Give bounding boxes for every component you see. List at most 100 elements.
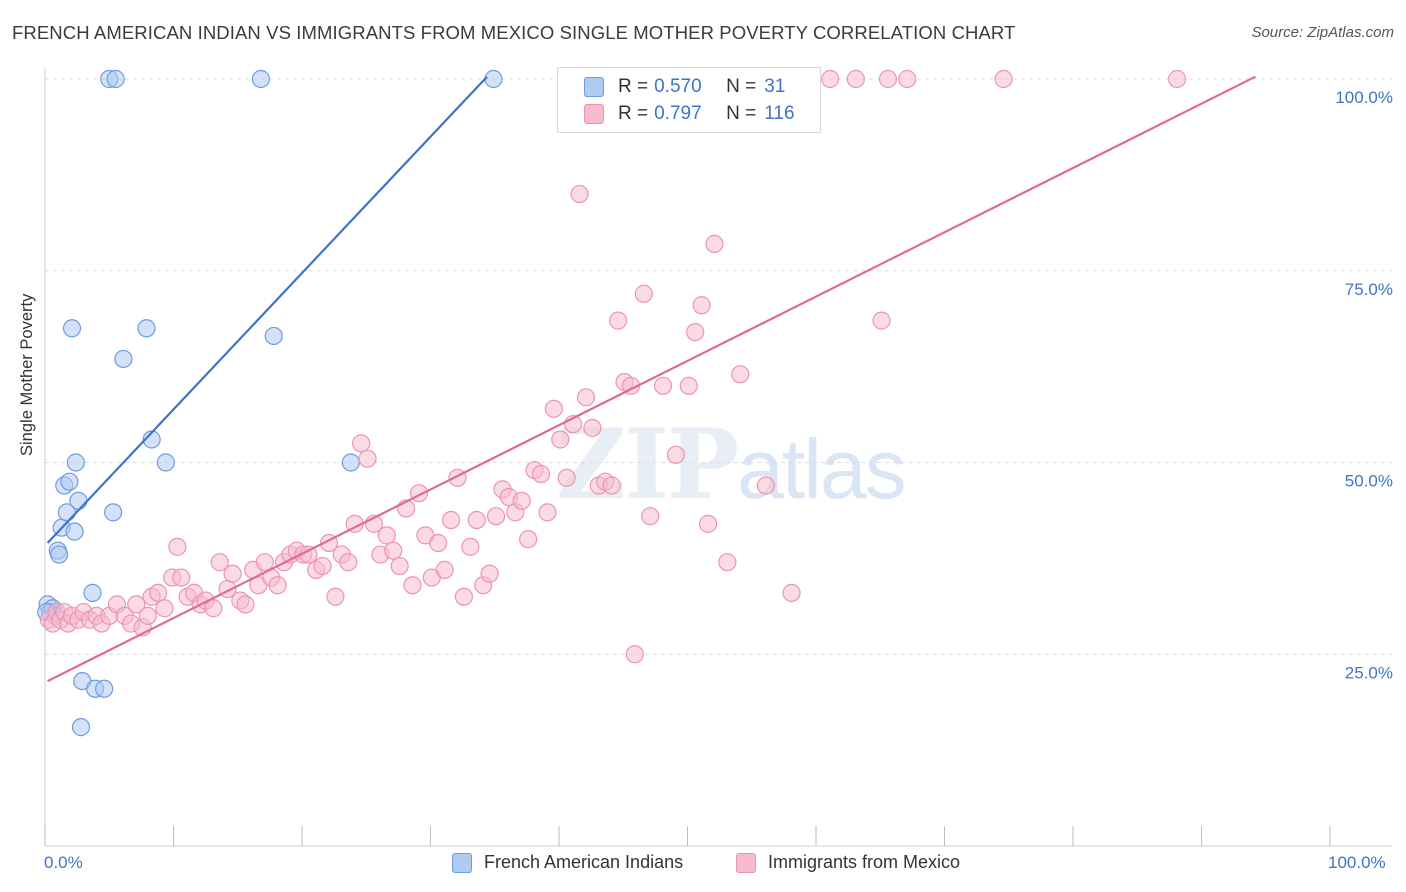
data-point	[480, 564, 499, 583]
data-point	[641, 507, 660, 526]
data-point	[718, 553, 737, 572]
x-tick-label-max: 100.0%	[1328, 853, 1386, 872]
data-point	[653, 376, 673, 395]
data-point	[602, 476, 621, 495]
series-french-american-indians	[37, 69, 503, 737]
data-point	[679, 376, 698, 395]
data-point	[484, 69, 503, 89]
legend-swatch-blue	[584, 77, 604, 97]
trend-layer	[46, 75, 1256, 683]
data-point	[339, 553, 358, 572]
data-point	[898, 69, 917, 89]
data-point	[551, 430, 570, 449]
legend-swatch-blue	[452, 852, 472, 873]
data-point	[538, 503, 557, 522]
data-point	[519, 530, 538, 549]
data-point	[429, 533, 448, 553]
data-point	[441, 510, 461, 530]
data-point	[104, 503, 123, 522]
axis-layer	[44, 68, 1392, 847]
y-tick-label-75: 75.0%	[1345, 280, 1393, 299]
data-point	[172, 568, 191, 587]
y-tick-label-50: 50.0%	[1345, 472, 1393, 491]
source-credit: Source: ZipAtlas.com	[1251, 24, 1394, 41]
data-point	[625, 645, 644, 664]
data-point	[570, 184, 589, 204]
data-point	[326, 587, 345, 606]
data-point	[156, 453, 175, 472]
data-point	[255, 553, 274, 572]
legend-n-label: N =	[726, 103, 757, 124]
data-point	[236, 595, 255, 614]
legend-r-label: R =	[618, 103, 649, 124]
data-point	[127, 595, 146, 614]
trend-line-blue	[46, 75, 488, 544]
data-point	[686, 323, 705, 342]
legend-n-value: 31	[764, 76, 786, 97]
legend-item-immigrants-from-mexico[interactable]: Immigrants from Mexico	[736, 852, 960, 873]
data-point	[313, 556, 332, 576]
data-point	[204, 599, 223, 618]
data-point	[155, 599, 174, 618]
legend-r-value: 0.570	[654, 76, 702, 97]
data-point	[821, 69, 840, 89]
data-point	[390, 556, 409, 576]
data-point	[60, 472, 79, 491]
data-point	[692, 296, 711, 315]
data-point	[268, 576, 287, 595]
legend-n-label: N =	[726, 76, 757, 97]
data-point	[223, 564, 242, 583]
data-point	[138, 606, 157, 626]
data-point	[71, 718, 91, 737]
data-point	[65, 522, 84, 541]
data-point	[634, 284, 653, 303]
data-point	[782, 583, 801, 602]
legend-n-value: 116	[764, 103, 795, 124]
data-point	[576, 388, 596, 407]
data-point	[454, 587, 474, 606]
data-point	[251, 69, 270, 89]
data-point	[62, 319, 82, 338]
y-tick-labels: 25.0% 50.0% 75.0% 100.0%	[1335, 88, 1393, 682]
data-point	[341, 453, 360, 472]
y-tick-label-100: 100.0%	[1335, 88, 1393, 107]
data-point	[210, 553, 229, 572]
trend-line-pink	[47, 75, 1256, 683]
data-point	[83, 583, 102, 602]
data-point	[731, 365, 750, 384]
data-point	[531, 464, 551, 484]
data-point	[705, 234, 724, 254]
data-point	[69, 491, 88, 510]
legend-row-pink: R = 0.797 N = 116	[584, 101, 795, 127]
data-point	[377, 526, 396, 545]
legend-swatch-pink	[736, 852, 756, 873]
data-point	[358, 449, 377, 468]
data-point	[384, 541, 403, 560]
data-point	[168, 537, 187, 556]
legend-label-pink: Immigrants from Mexico	[768, 852, 961, 872]
data-point	[486, 507, 506, 526]
data-point	[137, 319, 156, 338]
legend-row-blue: R = 0.570 N = 31	[584, 74, 785, 100]
legend-label-blue: French American Indians	[484, 852, 684, 872]
data-point	[544, 399, 563, 418]
data-point	[872, 311, 891, 330]
data-point	[114, 349, 133, 369]
chart-title: FRENCH AMERICAN INDIAN VS IMMIGRANTS FRO…	[12, 22, 1016, 43]
data-point	[512, 491, 531, 510]
series-immigrants-from-mexico	[39, 69, 1187, 664]
data-point	[609, 311, 628, 330]
data-point	[583, 418, 602, 438]
correlation-legend: R = 0.570 N = 31 R = 0.797 N = 116	[557, 67, 821, 133]
data-point	[95, 679, 114, 698]
data-point	[461, 537, 480, 556]
data-point	[467, 510, 486, 530]
series-legend: French American Indians Immigrants from …	[0, 852, 1406, 878]
data-point	[557, 468, 576, 487]
data-point	[846, 69, 865, 89]
data-point	[878, 69, 898, 89]
data-point	[352, 434, 371, 453]
legend-item-french-american-indians[interactable]: French American Indians	[452, 852, 683, 873]
y-axis-label: Single Mother Poverty	[18, 293, 36, 456]
